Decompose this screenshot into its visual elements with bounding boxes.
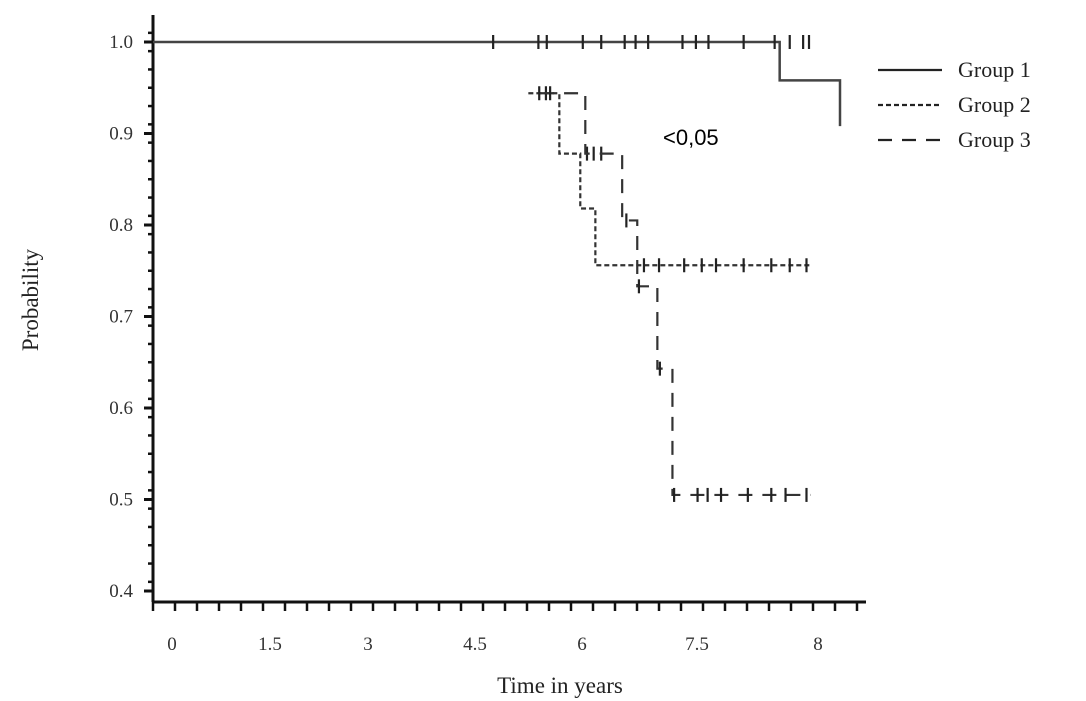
legend: Group 1 Group 2 Group 3 (878, 57, 1031, 152)
x-tick-label: 0 (167, 634, 177, 655)
y-tick-label: 0.9 (109, 124, 133, 145)
y-tick-label: 0.5 (109, 490, 133, 511)
x-tick-label: 1.5 (258, 634, 282, 655)
x-axis: 0 1.5 3 4.5 6 7.5 8 (151, 600, 866, 655)
x-axis-title: Time in years (497, 673, 623, 698)
legend-label: Group 1 (958, 57, 1031, 82)
y-tick-label: 0.8 (109, 215, 133, 236)
y-axis-title: Probability (18, 248, 43, 351)
series-2 (528, 86, 811, 273)
legend-label: Group 2 (958, 92, 1031, 117)
legend-label: Group 3 (958, 127, 1031, 152)
x-tick-label: 4.5 (463, 634, 487, 655)
y-axis: 1.0 0.9 0.8 0.7 0.6 0.5 0.4 (109, 15, 155, 602)
series-line (528, 92, 811, 267)
y-tick-label: 0.6 (109, 398, 133, 419)
x-tick-label: 7.5 (685, 634, 709, 655)
series-line (153, 40, 842, 127)
y-tick-label: 0.4 (109, 581, 133, 602)
y-tick-label: 1.0 (109, 32, 133, 53)
series-3 (540, 86, 811, 502)
x-tick-label: 3 (363, 634, 373, 655)
y-tick-label: 0.7 (109, 307, 133, 328)
p-value-annotation: <0,05 (663, 125, 719, 150)
series-1 (153, 35, 842, 127)
series-line (540, 92, 811, 497)
x-tick-label: 8 (813, 634, 823, 655)
x-tick-label: 6 (577, 634, 587, 655)
plot-lines (153, 35, 842, 502)
